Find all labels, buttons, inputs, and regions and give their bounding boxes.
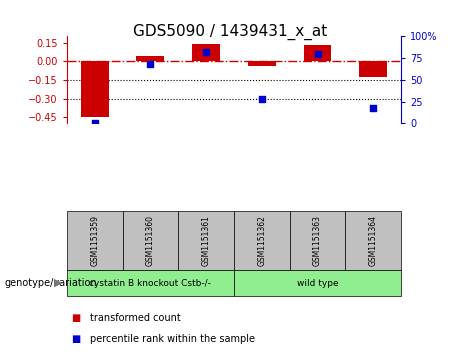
Text: GSM1151362: GSM1151362 xyxy=(257,215,266,266)
Text: wild type: wild type xyxy=(297,279,338,287)
Text: GSM1151364: GSM1151364 xyxy=(369,215,378,266)
Text: percentile rank within the sample: percentile rank within the sample xyxy=(90,334,255,344)
Point xyxy=(314,51,321,57)
Bar xyxy=(192,44,220,61)
Text: genotype/variation: genotype/variation xyxy=(5,278,97,288)
Text: GSM1151359: GSM1151359 xyxy=(90,215,99,266)
Text: GDS5090 / 1439431_x_at: GDS5090 / 1439431_x_at xyxy=(133,24,328,40)
Text: ■: ■ xyxy=(71,334,81,344)
Point xyxy=(91,120,98,126)
Text: transformed count: transformed count xyxy=(90,313,181,323)
Text: GSM1151361: GSM1151361 xyxy=(201,215,211,266)
Text: ■: ■ xyxy=(71,313,81,323)
Text: ▶: ▶ xyxy=(54,278,63,288)
Bar xyxy=(81,61,109,117)
Bar xyxy=(136,56,164,61)
Point xyxy=(147,61,154,67)
Text: cystatin B knockout Cstb-/-: cystatin B knockout Cstb-/- xyxy=(89,279,211,287)
Point xyxy=(202,49,210,55)
Text: GSM1151360: GSM1151360 xyxy=(146,215,155,266)
Point xyxy=(258,96,266,102)
Text: GSM1151363: GSM1151363 xyxy=(313,215,322,266)
Bar xyxy=(359,61,387,77)
Point xyxy=(370,105,377,111)
Bar xyxy=(248,61,276,66)
Bar xyxy=(304,45,331,61)
